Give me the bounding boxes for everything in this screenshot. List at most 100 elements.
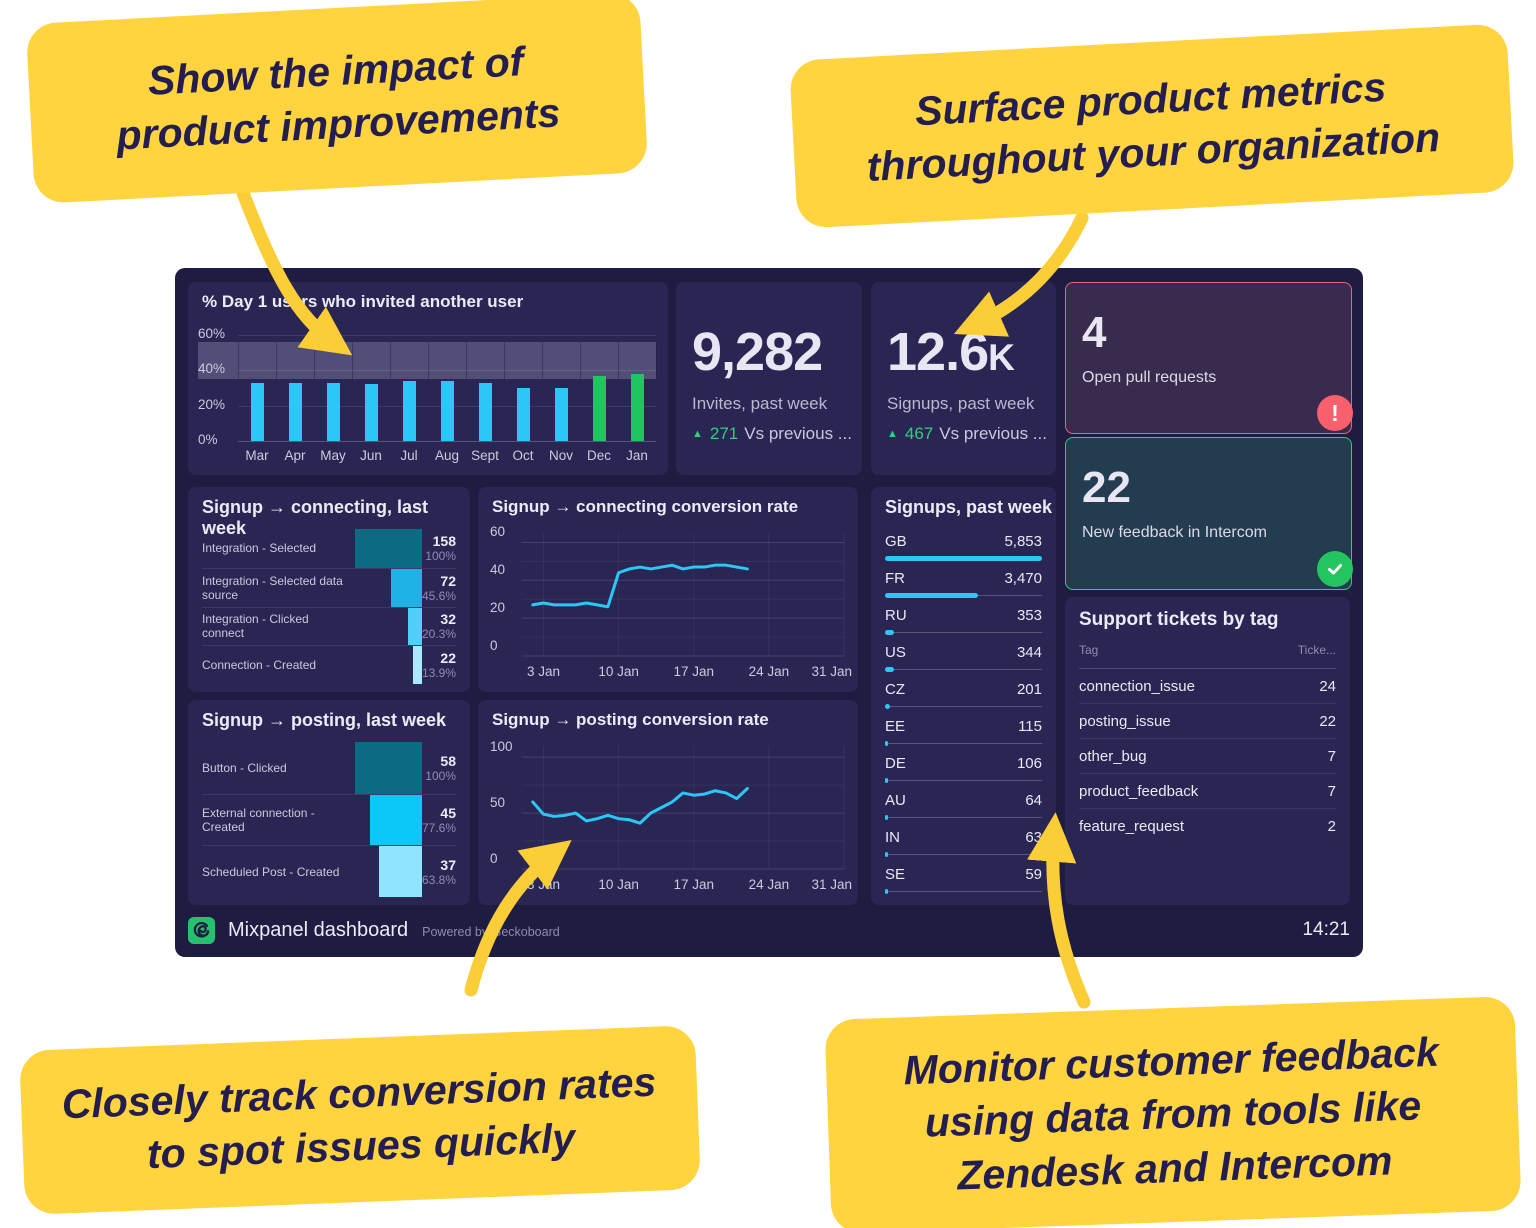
clock: 14:21 xyxy=(1302,919,1350,940)
leaderboard-value: 201 xyxy=(1016,681,1042,698)
gridline xyxy=(238,441,656,442)
panel-day1-invited: % Day 1 users who invited another user 0… xyxy=(188,282,668,475)
y-tick-label: 40 xyxy=(490,562,506,578)
x-tick-label: 24 Jan xyxy=(748,877,790,892)
alert-icon: ! xyxy=(1317,395,1353,431)
x-tick-label: 24 Jan xyxy=(748,664,790,679)
funnel-step-label: Scheduled Post - Created xyxy=(202,864,340,879)
table-row: connection_issue 24 xyxy=(1079,669,1336,704)
ticket-count: 2 xyxy=(1327,818,1336,835)
x-tick-label: Aug xyxy=(434,448,460,463)
geckoboard-logo-icon xyxy=(188,916,215,944)
x-tick-label: Apr xyxy=(284,448,306,463)
signups-value: 12.6K xyxy=(887,322,1015,382)
table-row: product_feedback 7 xyxy=(1079,774,1336,809)
pull-requests-label: Open pull requests xyxy=(1082,369,1217,386)
table-row: other_bug 7 xyxy=(1079,739,1336,774)
bar xyxy=(592,375,606,441)
bar xyxy=(402,380,416,441)
leaderboard-track xyxy=(885,891,1042,892)
y-tick-label: 50 xyxy=(490,795,506,811)
panel-title: Support tickets by tag xyxy=(1079,609,1279,630)
leaderboard-value: 344 xyxy=(1016,644,1042,661)
feedback-value: 22 xyxy=(1082,463,1131,512)
bar xyxy=(516,387,530,441)
leaderboard-row: SE 59 xyxy=(885,864,1042,901)
ticket-count: 22 xyxy=(1319,712,1336,730)
funnel-bar xyxy=(379,846,422,897)
leaderboard-value: 3,470 xyxy=(1004,570,1042,587)
x-tick-label: Mar xyxy=(245,448,269,463)
y-tick-label: 20 xyxy=(490,600,506,616)
funnel-step-values: 37 63.8% xyxy=(422,846,456,897)
funnel-step: External connection - Created 45 77.6% xyxy=(202,793,456,846)
leaderboard-track xyxy=(885,706,1042,707)
leaderboard-code: DE xyxy=(885,755,906,772)
invites-value: 9,282 xyxy=(692,322,823,382)
funnel-step-label: Connection - Created xyxy=(202,658,317,673)
x-tick-label: 10 Jan xyxy=(598,664,639,679)
funnel-step-percent: 63.8% xyxy=(421,872,456,887)
funnel-step-values: 158 100% xyxy=(425,529,456,568)
x-tick-label: 3 Jan xyxy=(526,877,560,892)
y-tick-label: 60 xyxy=(490,524,506,540)
x-tick-label: 31 Jan xyxy=(811,877,852,892)
bar xyxy=(440,380,454,441)
funnel-step: Scheduled Post - Created 37 63.8% xyxy=(202,845,456,897)
funnel-step-label: Button - Clicked xyxy=(202,760,287,775)
leaderboard-bar xyxy=(885,630,895,635)
callout-text: Closely track conversion rates to spot i… xyxy=(60,1058,658,1178)
x-tick-label: Dec xyxy=(586,448,611,463)
funnel-bar xyxy=(370,794,422,846)
leaderboard-row: FR 3,470 xyxy=(885,568,1042,605)
funnel-step-value: 32 xyxy=(440,611,456,628)
pull-requests-value: 4 xyxy=(1082,308,1107,357)
funnel-step-label: External connection - Created xyxy=(202,805,315,834)
funnel-step-value: 72 xyxy=(440,572,456,589)
ticket-tag: other_bug xyxy=(1079,747,1147,765)
x-tick-label: Jun xyxy=(360,448,382,463)
leaderboard-track xyxy=(885,632,1042,633)
col-tickets: Ticke... xyxy=(1297,643,1336,657)
leaderboard-code: IN xyxy=(885,829,900,846)
leaderboard-value: 353 xyxy=(1016,607,1042,624)
funnel-step-percent: 20.3% xyxy=(421,627,456,642)
callout-text: Monitor customer feedback using data fro… xyxy=(902,1028,1440,1199)
leaderboard-track xyxy=(885,743,1042,744)
ticket-tag: posting_issue xyxy=(1079,712,1171,730)
leaderboard-value: 106 xyxy=(1016,755,1042,772)
panel-posting-conversion-chart: Signup → posting conversion rate 0 50 100 3… xyxy=(478,700,858,905)
x-tick-label: Jan xyxy=(626,448,648,463)
leaderboard-bar xyxy=(885,593,979,598)
line-series xyxy=(531,563,749,609)
y-tick-label: 60% xyxy=(198,325,226,341)
leaderboard-code: GB xyxy=(885,533,907,550)
funnel-step: Button - Clicked 58 100% xyxy=(202,742,456,794)
leaderboard-bar xyxy=(885,556,1042,561)
signups-delta: ▲ 467 Vs previous ... xyxy=(887,424,1047,443)
callout-top-left: Show the impact of product improvements xyxy=(25,0,649,204)
y-tick-label: 20% xyxy=(198,396,226,412)
x-tick-label: Sept xyxy=(471,448,499,463)
invites-label: Invites, past week xyxy=(692,394,828,413)
panel-open-pull-requests: 4 Open pull requests ! xyxy=(1065,282,1353,434)
funnel-step: Integration - Selected 158 100% xyxy=(202,529,456,568)
up-arrow-icon: ▲ xyxy=(692,428,703,440)
leaderboard-code: EE xyxy=(885,718,906,735)
ticket-count: 7 xyxy=(1327,747,1336,765)
panel-intercom-feedback: 22 New feedback in Intercom xyxy=(1065,437,1353,590)
leaderboard-bar xyxy=(885,852,888,857)
funnel-step-values: 58 100% xyxy=(425,742,456,794)
bar xyxy=(630,373,644,441)
callout-top-right: Surface product metrics throughout your … xyxy=(789,23,1515,229)
signups-leaderboard-list: GB 5,853 FR 3,470 RU 353 US 344 CZ 201 EE 115 DE 106 A… xyxy=(885,531,1042,901)
leaderboard-code: AU xyxy=(885,792,906,809)
check-icon xyxy=(1317,551,1353,587)
leaderboard-code: US xyxy=(885,644,906,661)
y-tick-label: 40% xyxy=(198,361,226,377)
ticket-count: 7 xyxy=(1327,782,1336,800)
line-series xyxy=(531,786,749,825)
table-row: feature_request 2 xyxy=(1079,809,1336,844)
y-tick-label: 100 xyxy=(490,739,513,755)
